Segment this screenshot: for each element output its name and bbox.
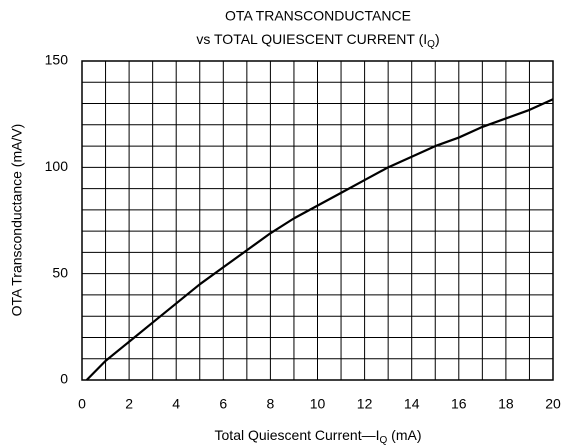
title-tail: ) <box>435 31 440 47</box>
x-tick-label: 10 <box>310 396 326 412</box>
x-label-sub: Q <box>379 435 387 446</box>
x-label-text: Total Quiescent Current—I <box>215 427 380 443</box>
x-tick-label: 2 <box>125 396 133 412</box>
x-tick-label: 18 <box>498 396 514 412</box>
title-text: vs TOTAL QUIESCENT CURRENT (I <box>196 31 427 47</box>
y-tick-label: 50 <box>52 264 68 280</box>
chart-title: vs TOTAL QUIESCENT CURRENT (IQ) <box>196 31 439 50</box>
x-tick-label: 0 <box>78 396 86 412</box>
title-sub: Q <box>427 39 435 50</box>
chart-title: OTA TRANSCONDUCTANCE <box>225 8 411 24</box>
x-tick-label: 20 <box>545 396 561 412</box>
x-tick-label: 14 <box>404 396 420 412</box>
x-axis-label: Total Quiescent Current—IQ (mA) <box>215 427 422 446</box>
x-tick-label: 12 <box>357 396 373 412</box>
y-tick-label: 150 <box>45 52 69 68</box>
x-tick-label: 16 <box>451 396 467 412</box>
y-axis-label: OTA Transconductance (mA/V) <box>9 124 25 317</box>
x-tick-label: 6 <box>219 396 227 412</box>
curve <box>85 98 554 381</box>
x-tick-label: 4 <box>172 396 180 412</box>
x-label-tail: (mA) <box>387 427 421 443</box>
plot-frame <box>81 60 554 381</box>
x-tick-label: 8 <box>267 396 275 412</box>
y-tick-label: 100 <box>45 158 69 174</box>
y-tick-label: 0 <box>60 371 68 387</box>
